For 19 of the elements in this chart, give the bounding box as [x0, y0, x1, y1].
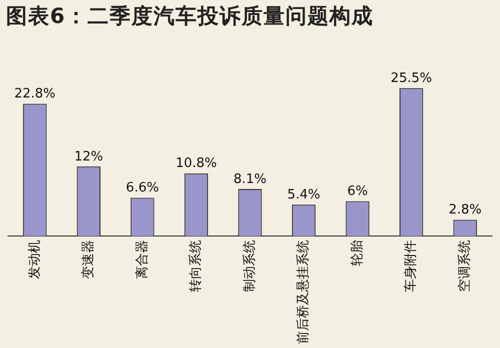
data-label: 22.8% [14, 86, 56, 102]
data-label: 25.5% [390, 70, 432, 86]
x-tick-label: 变速器 [81, 240, 96, 279]
x-tick-label: 车身附件 [404, 240, 419, 292]
data-label: 12% [74, 149, 104, 164]
data-label: 5.4% [287, 188, 320, 203]
data-label: 2.8% [448, 202, 482, 218]
data-label: 10.8% [176, 156, 217, 172]
data-label: 8.1% [233, 172, 267, 187]
x-tick-label: 离合器 [134, 240, 150, 279]
x-tick-label: 转向系统 [188, 240, 204, 292]
data-label: 6% [347, 184, 368, 200]
x-tick-label: 制动系统 [242, 240, 258, 292]
x-tick-label: 轮胎 [350, 240, 365, 266]
x-tick-label: 前后桥及悬挂系统 [296, 240, 312, 344]
x-tick-label: 发动机 [27, 240, 42, 279]
x-tick-label: 空调系统 [457, 240, 472, 292]
chart-title: 图表6：二季度汽车投诉质量问题构成 [6, 3, 374, 30]
data-label: 6.6% [126, 180, 159, 196]
